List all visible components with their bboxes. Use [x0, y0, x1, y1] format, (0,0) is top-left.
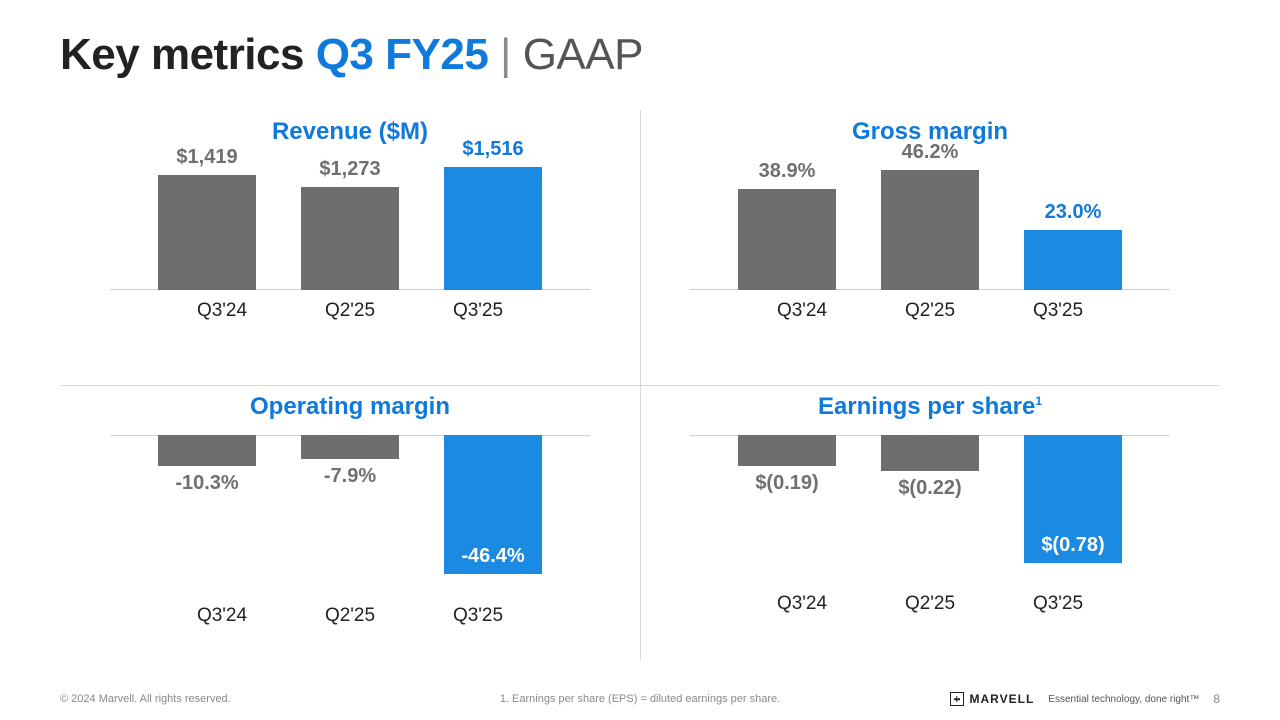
bar-value-label: $1,516 — [415, 138, 572, 167]
chart-plot: $(0.19)$(0.22)$(0.78)Q3'24Q2'25Q3'25 — [690, 435, 1170, 615]
chart-plot: -10.3%-7.9%-46.4%Q3'24Q2'25Q3'25 — [110, 435, 590, 627]
category-labels: Q3'24 Q2'25 Q3'25 — [158, 300, 542, 322]
category-label: Q3'24 — [753, 300, 851, 322]
title-prefix: Key metrics — [60, 30, 316, 79]
bar-value-label: $1,419 — [129, 146, 286, 175]
brand-tagline: Essential technology, done right™ — [1048, 694, 1199, 705]
bar: 46.2% — [881, 170, 979, 290]
brand-name: MARVELL — [970, 692, 1035, 706]
logo-mark-icon — [950, 692, 964, 706]
chart-plot: $1,419 $1,273 $1,516 Q3'24 Q2'25 Q3'25 — [110, 160, 590, 322]
chart-title: Operating margin — [60, 385, 640, 421]
bar-fill — [158, 435, 256, 466]
category-label: Q2'25 — [301, 605, 399, 627]
category-label: Q3'25 — [429, 300, 527, 322]
chart-operating-margin: Operating margin-10.3%-7.9%-46.4%Q3'24Q2… — [60, 385, 640, 660]
bar: $(0.78) — [1024, 435, 1122, 563]
category-label: Q3'24 — [753, 593, 851, 615]
bar-fill — [738, 189, 836, 290]
bar: -10.3% — [158, 435, 256, 466]
bar: $1,419 — [158, 175, 256, 290]
chart-eps: Earnings per share1$(0.19)$(0.22)$(0.78)… — [640, 385, 1220, 660]
bar-value-label: -7.9% — [272, 459, 429, 488]
bar-value-label: -10.3% — [129, 466, 286, 495]
title-sep: | — [488, 30, 522, 79]
slide: Key metrics Q3 FY25 | GAAP Revenue ($M)$… — [0, 0, 1280, 720]
title-accent: Q3 FY25 — [316, 30, 489, 79]
brand-logo: MARVELL — [950, 692, 1035, 706]
chart-revenue: Revenue ($M)$1,419$1,273$1,516Q3'24Q2'25… — [60, 110, 640, 385]
category-label: Q3'25 — [1009, 300, 1107, 322]
chart-gross-margin: Gross margin38.9%46.2%23.0%Q3'24Q2'25Q3'… — [640, 110, 1220, 385]
bar: -7.9% — [301, 435, 399, 459]
bar-value-label: -46.4% — [415, 539, 572, 568]
bar-value-label: $(0.78) — [995, 528, 1152, 557]
bar-fill — [301, 187, 399, 290]
category-label: Q3'24 — [173, 300, 271, 322]
bar-value-label: $1,273 — [272, 158, 429, 187]
bar: 23.0% — [1024, 230, 1122, 290]
category-label: Q3'25 — [1009, 593, 1107, 615]
bar-fill — [1024, 230, 1122, 290]
bar-value-label: 46.2% — [852, 141, 1009, 170]
page-number: 8 — [1213, 692, 1220, 706]
bar-fill — [301, 435, 399, 459]
bar-value-label: 38.9% — [709, 160, 866, 189]
footnote-text: 1. Earnings per share (EPS) = diluted ea… — [500, 693, 780, 705]
bar-fill — [881, 170, 979, 290]
bars-area: $(0.19)$(0.22)$(0.78) — [690, 435, 1170, 575]
bars-area: -10.3%-7.9%-46.4% — [110, 435, 590, 585]
category-label: Q2'25 — [301, 300, 399, 322]
bar: $(0.19) — [738, 435, 836, 466]
footer: © 2024 Marvell. All rights reserved. 1. … — [60, 692, 1220, 706]
bar-fill — [738, 435, 836, 466]
bar: $1,516 — [444, 167, 542, 290]
bar-fill — [444, 167, 542, 290]
title-suffix: GAAP — [523, 30, 643, 79]
category-label: Q3'25 — [429, 605, 527, 627]
footnote-ref: 1 — [1035, 394, 1042, 408]
bars-area: $1,419 $1,273 $1,516 — [110, 160, 590, 290]
bar-value-label: $(0.22) — [852, 471, 1009, 500]
bar: $1,273 — [301, 187, 399, 290]
bar-fill — [158, 175, 256, 290]
bar: $(0.22) — [881, 435, 979, 471]
copyright: © 2024 Marvell. All rights reserved. — [60, 693, 231, 705]
bar: 38.9% — [738, 189, 836, 290]
category-labels: Q3'24 Q2'25 Q3'25 — [158, 605, 542, 627]
bar-value-label: $(0.19) — [709, 466, 866, 495]
bar-fill — [881, 435, 979, 471]
bars-area: 38.9% 46.2% 23.0% — [690, 160, 1170, 290]
category-label: Q3'24 — [173, 605, 271, 627]
bar: -46.4% — [444, 435, 542, 574]
category-label: Q2'25 — [881, 300, 979, 322]
footer-right: MARVELL Essential technology, done right… — [950, 692, 1220, 706]
category-label: Q2'25 — [881, 593, 979, 615]
chart-title: Earnings per share1 — [640, 385, 1220, 421]
bar-value-label: 23.0% — [995, 201, 1152, 230]
category-labels: Q3'24 Q2'25 Q3'25 — [738, 593, 1122, 615]
chart-plot: 38.9% 46.2% 23.0% Q3'24 Q2'25 Q3'25 — [690, 160, 1170, 322]
page-title: Key metrics Q3 FY25 | GAAP — [60, 30, 1220, 80]
chart-grid: Revenue ($M)$1,419$1,273$1,516Q3'24Q2'25… — [60, 110, 1220, 660]
category-labels: Q3'24 Q2'25 Q3'25 — [738, 300, 1122, 322]
